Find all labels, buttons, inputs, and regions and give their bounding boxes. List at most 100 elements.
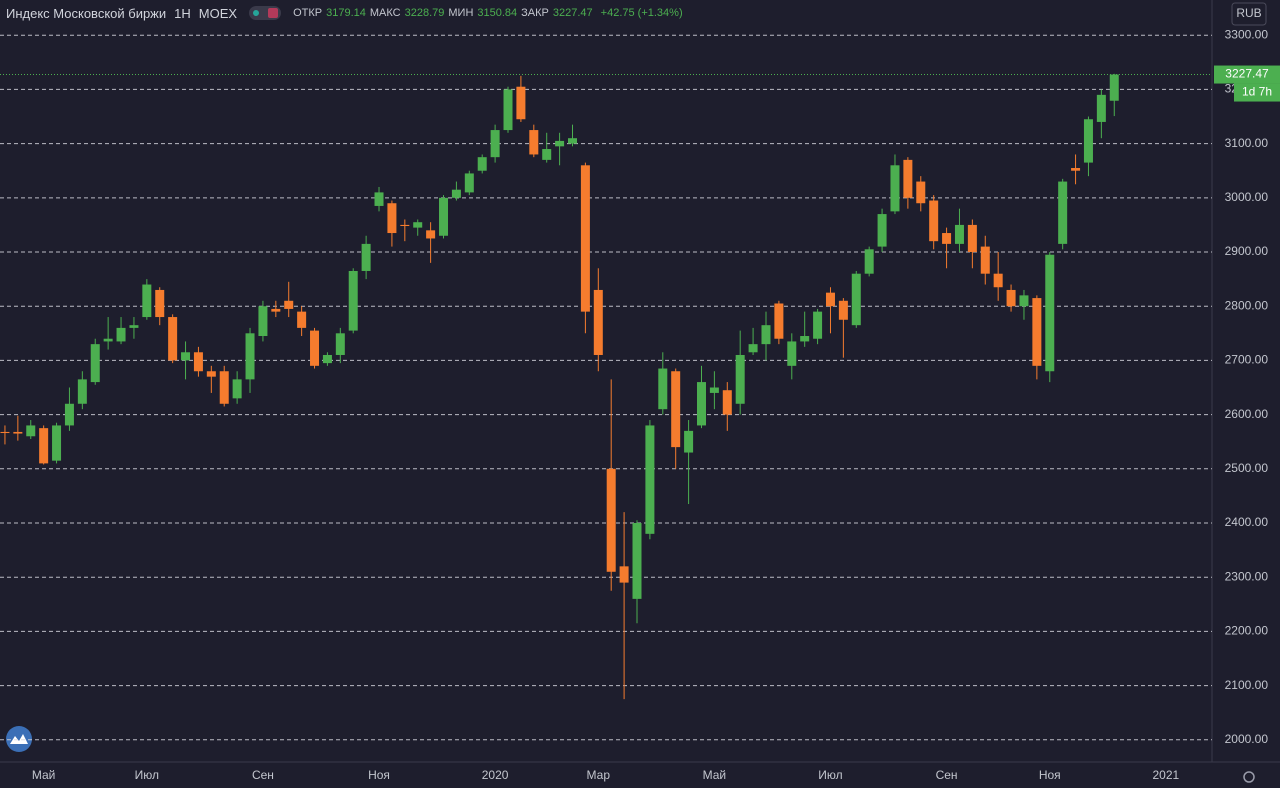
candle-body xyxy=(310,330,320,366)
countdown: 1d 7h xyxy=(1242,85,1272,99)
candle-body xyxy=(658,368,668,410)
last-price-tag xyxy=(1214,65,1280,84)
candle-body xyxy=(761,325,771,345)
candle-body xyxy=(400,224,410,226)
candle-body xyxy=(645,425,655,534)
x-tick-label: Май xyxy=(32,768,56,782)
candle-body xyxy=(542,149,552,160)
candle-body xyxy=(864,249,874,274)
candle-body xyxy=(593,289,603,355)
candle-body xyxy=(555,140,565,147)
ohlc-value: 3227.47 xyxy=(552,7,593,19)
candle-body xyxy=(206,371,216,377)
candle-body xyxy=(568,138,578,144)
candle-body xyxy=(335,333,345,355)
candle-body xyxy=(1071,168,1081,171)
candle-body xyxy=(903,159,913,198)
settings-icon[interactable] xyxy=(1243,771,1255,783)
candle-body xyxy=(361,243,371,271)
candle-body xyxy=(129,325,139,328)
candle-body xyxy=(387,203,397,234)
candle-body xyxy=(954,224,964,244)
candle-body xyxy=(413,222,423,228)
candle-body xyxy=(1006,289,1016,307)
logo xyxy=(6,726,32,752)
candle-body xyxy=(516,86,526,120)
candle-body xyxy=(13,431,23,434)
ohlc-label: МАКС xyxy=(369,7,401,19)
y-tick-label: 3000.00 xyxy=(1225,190,1269,204)
candle-body xyxy=(490,130,500,158)
x-tick-label: Ноя xyxy=(368,768,390,782)
candle-body xyxy=(348,270,358,331)
candle-body xyxy=(116,327,126,342)
candle-body xyxy=(232,379,242,399)
candle-body xyxy=(39,428,49,464)
ohlc-value: 3150.84 xyxy=(477,7,518,19)
x-tick-label: Ноя xyxy=(1039,768,1061,782)
candle-body xyxy=(297,311,307,328)
y-tick-label: 3100.00 xyxy=(1225,136,1269,150)
x-tick-label: Мар xyxy=(587,768,611,782)
ohlc-value: 3228.79 xyxy=(404,7,445,19)
candle-body xyxy=(529,130,539,155)
candle-body xyxy=(813,311,823,339)
candle-body xyxy=(52,425,62,461)
candle-body xyxy=(451,189,461,198)
change: +42.75 (+1.34%) xyxy=(600,7,683,19)
candle-body xyxy=(168,317,178,361)
candle-body xyxy=(426,230,436,239)
countdown-tag xyxy=(1234,83,1280,102)
candle-body xyxy=(26,425,36,437)
candle-body xyxy=(748,344,758,353)
y-tick-label: 2700.00 xyxy=(1225,353,1269,367)
candle-body xyxy=(0,431,10,434)
y-tick-label: 2600.00 xyxy=(1225,407,1269,421)
candle-body xyxy=(90,344,100,383)
candle-body xyxy=(825,292,835,307)
candle-body xyxy=(503,89,513,131)
candle-body xyxy=(929,200,939,242)
x-tick-label: 2021 xyxy=(1153,768,1180,782)
candle-body xyxy=(477,157,487,171)
candle-body xyxy=(271,308,281,312)
candle-body xyxy=(980,246,990,274)
y-tick-label: 3300.00 xyxy=(1225,27,1269,41)
last-price-label: 3227.47 xyxy=(1225,67,1269,81)
currency-box[interactable] xyxy=(1231,2,1267,26)
x-tick-label: 2020 xyxy=(482,768,509,782)
candle-body xyxy=(916,181,926,204)
y-tick-label: 2400.00 xyxy=(1225,515,1269,529)
y-tick-label: 2800.00 xyxy=(1225,298,1269,312)
ohlc: ОТКР 3179.14 МАКС 3228.79 МИН 3150.84 ЗАКР 3227… xyxy=(293,7,593,19)
ohlc-value: 3179.14 xyxy=(326,7,366,19)
y-tick-label: 2200.00 xyxy=(1225,624,1269,638)
candle-body xyxy=(258,306,268,337)
candle-body xyxy=(580,165,590,312)
ohlc-label: ЗАКР xyxy=(521,7,549,19)
y-tick-label: 2000.00 xyxy=(1225,732,1269,746)
candle-body xyxy=(787,341,797,366)
x-tick-label: Июл xyxy=(135,768,159,782)
candle-body xyxy=(77,379,87,404)
candle-body xyxy=(877,214,887,247)
candle-body xyxy=(967,224,977,253)
candle-body xyxy=(942,233,952,244)
candle-body xyxy=(993,273,1003,288)
candle-body xyxy=(606,468,616,572)
candle-body xyxy=(64,403,74,426)
candle-body xyxy=(142,284,152,318)
candle-body xyxy=(193,352,203,372)
x-tick-label: Сен xyxy=(252,768,274,782)
toggle[interactable] xyxy=(249,6,282,20)
ohlc-label: МИН xyxy=(448,7,474,19)
candle-body xyxy=(800,336,810,342)
candle-body xyxy=(245,333,255,380)
currency: RUB xyxy=(1236,6,1261,20)
candle-body xyxy=(155,289,165,318)
candle-body xyxy=(219,371,229,404)
candle-body xyxy=(722,390,732,415)
